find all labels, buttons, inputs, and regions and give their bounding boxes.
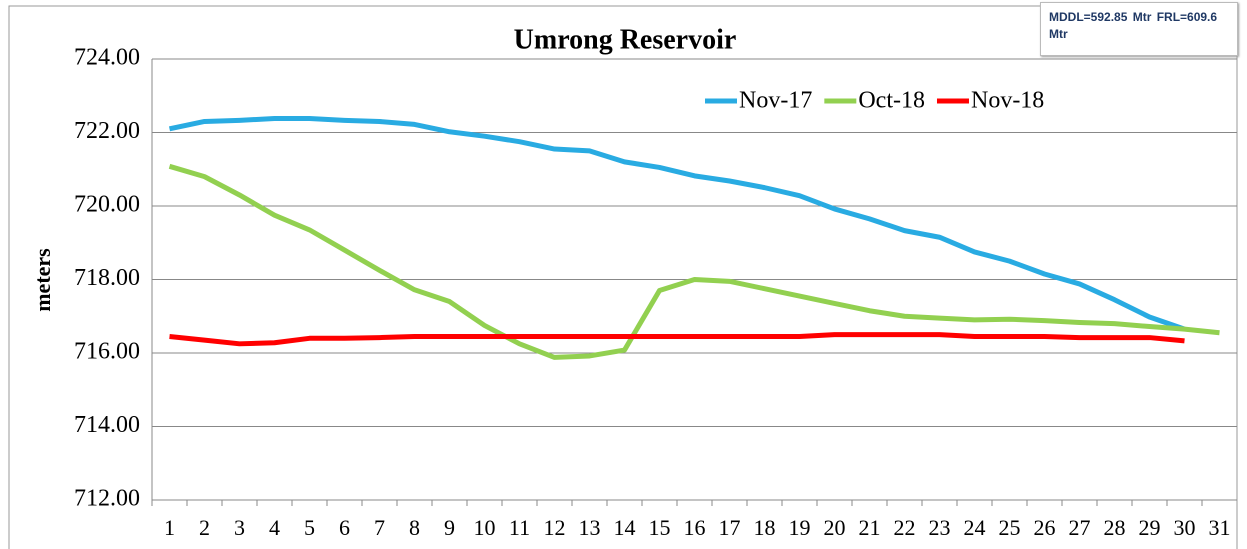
x-tick-label: 5 [304, 515, 315, 540]
x-tick-label: 19 [789, 515, 811, 540]
x-tick-label: 22 [894, 515, 916, 540]
y-tick-label: 712.00 [74, 486, 140, 512]
chart-frame [8, 5, 1238, 549]
x-tick-label: 28 [1104, 515, 1126, 540]
x-tick-label: 7 [374, 515, 385, 540]
x-tick-label: 15 [649, 515, 671, 540]
x-tick-label: 2 [199, 515, 210, 540]
x-tick-label: 25 [999, 515, 1021, 540]
x-tick-label: 24 [964, 515, 986, 540]
legend-label: Nov-18 [971, 88, 1044, 114]
y-tick-label: 718.00 [74, 265, 140, 291]
y-tick-label: 724.00 [74, 45, 140, 71]
series-line [168, 116, 1186, 332]
x-tick-label: 29 [1139, 515, 1161, 540]
chart-title: Umrong Reservoir [514, 24, 737, 55]
x-tick-label: 12 [544, 515, 566, 540]
y-tick-label: 722.00 [74, 118, 140, 144]
x-tick-label: 6 [339, 515, 350, 540]
x-tick-label: 1 [164, 515, 175, 540]
y-tick-label: 716.00 [74, 339, 140, 365]
x-tick-label: 30 [1174, 515, 1196, 540]
y-tick-label: 714.00 [74, 412, 140, 438]
annotation: MDDL=592.85 Mtr FRL=609.6 Mtr [1040, 2, 1238, 56]
x-tick-label: 3 [234, 515, 245, 540]
x-tick-label: 31 [1209, 515, 1231, 540]
x-tick-label: 10 [474, 515, 496, 540]
y-tick-label: 720.00 [74, 192, 140, 218]
x-tick-label: 9 [444, 515, 455, 540]
x-tick-label: 21 [859, 515, 881, 540]
x-tick-label: 18 [754, 515, 776, 540]
x-tick-label: 4 [269, 515, 280, 540]
x-tick-label: 23 [929, 515, 951, 540]
legend-label: Nov-17 [739, 88, 812, 114]
x-tick-label: 11 [509, 515, 530, 540]
x-tick-label: 16 [684, 515, 706, 540]
y-axis-label: meters [30, 248, 55, 312]
series-line [168, 163, 1220, 360]
x-tick-label: 13 [579, 515, 601, 540]
legend-label: Oct-18 [858, 88, 925, 114]
x-tick-label: 20 [824, 515, 846, 540]
series-line [169, 332, 1185, 347]
x-tick-label: 27 [1069, 515, 1091, 540]
x-tick-label: 17 [719, 515, 741, 540]
x-tick-label: 26 [1034, 515, 1056, 540]
x-tick-label: 14 [614, 515, 636, 540]
x-tick-label: 8 [409, 515, 420, 540]
